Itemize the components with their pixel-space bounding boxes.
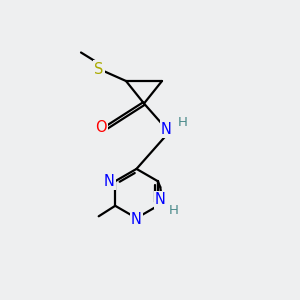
Text: S: S [94, 61, 104, 76]
Text: O: O [95, 120, 107, 135]
Text: N: N [155, 192, 166, 207]
Text: H: H [169, 204, 179, 217]
Text: N: N [104, 174, 115, 189]
Text: N: N [131, 212, 142, 227]
Text: H: H [178, 116, 188, 130]
Text: N: N [161, 122, 172, 136]
